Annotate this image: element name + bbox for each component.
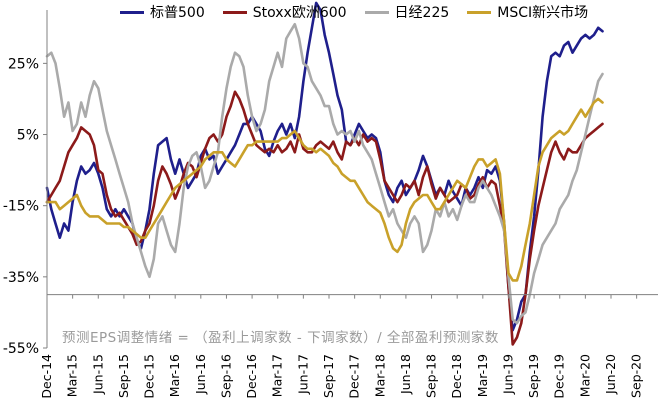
legend-item-2: 日经225: [364, 2, 450, 22]
x-tick-label: Jun-18: [398, 354, 413, 395]
y-tick-label: -15%: [3, 199, 39, 215]
y-tick-label: 25%: [8, 56, 39, 72]
legend-label: Stoxx欧洲600: [252, 5, 347, 21]
x-tick-label: Jun-15: [90, 354, 105, 395]
x-tick-label: Sep-19: [526, 354, 541, 398]
y-tick-label: 5%: [17, 128, 39, 144]
chart-annotation: 预测EPS调整情绪 = （盈利上调家数 - 下调家数）/ 全部盈利预测家数: [62, 330, 499, 346]
x-tick-label: Jun-17: [295, 354, 310, 395]
series-line-1: [45, 90, 604, 346]
x-tick-label: Jun-19: [500, 354, 515, 395]
x-tick-label: Mar-17: [270, 354, 285, 397]
legend-label: MSCI新兴市场: [497, 5, 589, 21]
x-tick-label: Mar-18: [372, 354, 387, 397]
x-tick-label: Sep-16: [218, 354, 233, 398]
x-tick-label: Dec-18: [449, 354, 464, 399]
legend-swatch: [120, 10, 144, 14]
x-tick-label: Dec-16: [244, 354, 259, 399]
series-line-0: [45, 1, 604, 332]
series-line-2: [45, 22, 604, 325]
axis-layer: 25% 5% -15% -35% -55%Dec-14 Mar-15 Jun-15 Sep-1…: [3, 10, 658, 399]
x-tick-label: Sep-20: [629, 354, 644, 398]
x-tick-label: Mar-16: [167, 354, 182, 397]
x-tick-label: Jun-16: [193, 354, 208, 395]
y-tick-label: -55%: [3, 341, 39, 357]
y-tick-label: -35%: [3, 270, 39, 286]
legend-swatch: [364, 10, 389, 14]
x-tick-label: Mar-15: [65, 354, 80, 397]
legend-label: 日经225: [394, 5, 450, 21]
series-line-3: [45, 97, 604, 282]
legend-label: 标普500: [150, 5, 205, 21]
x-tick-label: Sep-18: [424, 354, 439, 398]
x-tick-label: Mar-20: [577, 354, 592, 397]
x-tick-label: Dec-17: [347, 354, 362, 399]
legend-item-1: Stoxx欧洲600: [222, 2, 347, 22]
x-tick-label: Dec-14: [39, 354, 54, 399]
legend-swatch: [222, 10, 247, 14]
x-tick-label: Mar-19: [475, 354, 490, 397]
legend-item-0: 标普500: [120, 2, 205, 22]
legend-item-3: MSCI新兴市场: [467, 2, 588, 22]
x-tick-label: Jun-20: [603, 354, 618, 395]
series-layer: [45, 1, 604, 346]
x-tick-label: Sep-17: [321, 354, 336, 398]
legend-swatch: [467, 10, 492, 14]
chart-legend: 标普500 Stoxx欧洲600 日经225 MSCI新兴市场: [120, 2, 588, 22]
x-tick-label: Dec-15: [142, 354, 157, 399]
x-tick-label: Sep-15: [116, 354, 131, 398]
x-tick-label: Dec-19: [552, 354, 567, 399]
